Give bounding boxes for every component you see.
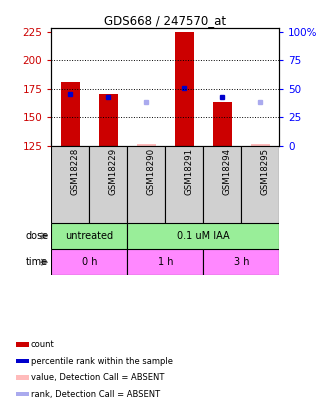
Text: percentile rank within the sample: percentile rank within the sample bbox=[31, 356, 173, 366]
Bar bbox=[51, 249, 127, 275]
Text: GSM18290: GSM18290 bbox=[146, 148, 155, 195]
Bar bbox=[241, 146, 279, 223]
Text: rank, Detection Call = ABSENT: rank, Detection Call = ABSENT bbox=[31, 390, 160, 399]
Text: GSM18295: GSM18295 bbox=[260, 148, 269, 195]
Text: value, Detection Call = ABSENT: value, Detection Call = ABSENT bbox=[31, 373, 164, 382]
Bar bbox=[251, 143, 270, 146]
Bar bbox=[61, 82, 80, 146]
Bar bbox=[137, 143, 156, 146]
Bar bbox=[213, 102, 232, 146]
Title: GDS668 / 247570_at: GDS668 / 247570_at bbox=[104, 14, 226, 27]
Bar bbox=[127, 146, 165, 223]
Bar bbox=[175, 32, 194, 146]
Bar bbox=[51, 223, 127, 249]
Text: 1 h: 1 h bbox=[158, 257, 173, 267]
Bar bbox=[89, 146, 127, 223]
Bar bbox=[165, 146, 203, 223]
Bar bbox=[127, 223, 279, 249]
Bar bbox=[127, 249, 203, 275]
Text: 3 h: 3 h bbox=[234, 257, 249, 267]
Text: GSM18228: GSM18228 bbox=[70, 148, 79, 195]
Bar bbox=[16, 342, 29, 347]
Bar bbox=[16, 375, 29, 380]
Text: GSM18294: GSM18294 bbox=[222, 148, 231, 195]
Text: GSM18291: GSM18291 bbox=[184, 148, 193, 195]
Text: untreated: untreated bbox=[65, 231, 113, 241]
Text: GSM18229: GSM18229 bbox=[108, 148, 117, 195]
Bar bbox=[51, 146, 89, 223]
Text: count: count bbox=[31, 340, 55, 349]
Text: time: time bbox=[26, 257, 48, 267]
Text: 0 h: 0 h bbox=[82, 257, 97, 267]
Bar bbox=[16, 358, 29, 363]
Text: dose: dose bbox=[25, 231, 48, 241]
Text: 0.1 uM IAA: 0.1 uM IAA bbox=[177, 231, 230, 241]
Bar bbox=[203, 249, 279, 275]
Bar bbox=[203, 146, 241, 223]
Bar bbox=[99, 94, 118, 146]
Bar bbox=[16, 392, 29, 396]
